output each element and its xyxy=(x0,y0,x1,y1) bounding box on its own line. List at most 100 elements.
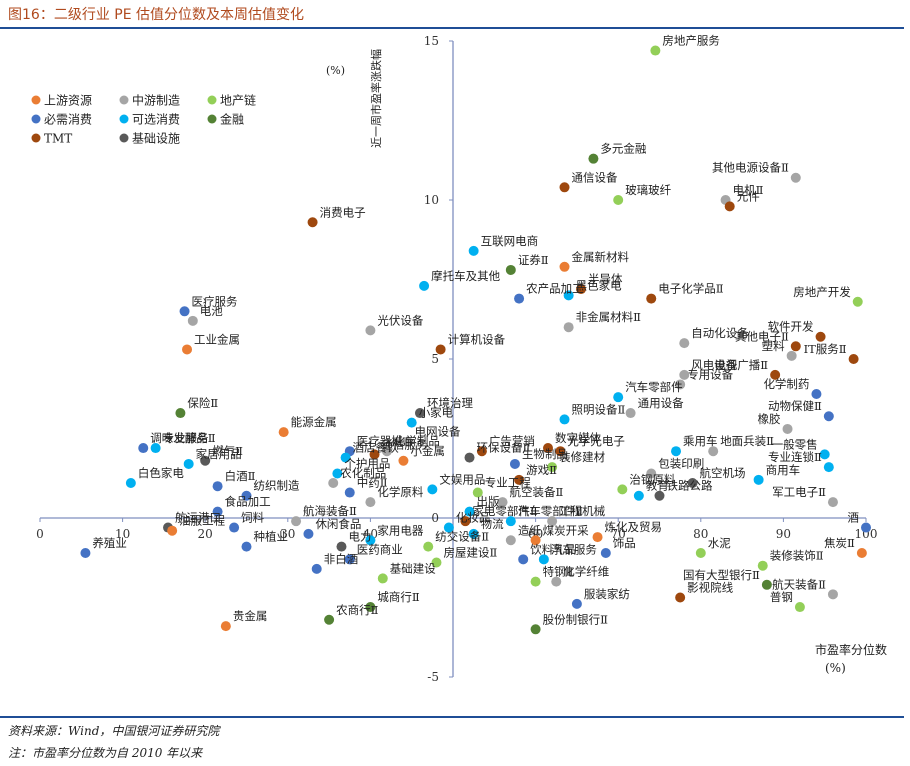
data-label: 煤炭开采 xyxy=(543,523,589,537)
data-label: 照明设备Ⅱ xyxy=(572,402,626,416)
data-point xyxy=(468,245,479,256)
data-point xyxy=(646,468,657,479)
data-label: 消费电子 xyxy=(320,205,366,219)
data-label: 化学制品 xyxy=(394,434,440,448)
x-axis-unit: (%) xyxy=(825,661,846,675)
legend-label: 必需消费 xyxy=(44,113,92,127)
data-label: 专业连锁Ⅱ xyxy=(768,450,822,464)
data-point xyxy=(472,487,483,498)
data-label: 房地产服务 xyxy=(662,34,720,48)
data-point xyxy=(311,563,322,574)
data-point xyxy=(559,261,570,272)
data-label: 城商行Ⅱ xyxy=(377,590,419,604)
data-point xyxy=(406,417,417,428)
data-point xyxy=(307,217,318,228)
data-point xyxy=(220,621,231,632)
data-point xyxy=(782,423,793,434)
data-label: 乘用车 xyxy=(683,434,718,448)
data-label: 电机Ⅱ xyxy=(733,183,764,197)
data-point xyxy=(365,535,376,546)
data-label: 饮料乳品 xyxy=(530,542,576,556)
data-point xyxy=(819,449,830,460)
data-point xyxy=(443,522,454,533)
data-point xyxy=(555,446,566,457)
data-label: 通用设备 xyxy=(638,396,684,410)
data-label: 家用电器 xyxy=(377,523,423,537)
data-point xyxy=(559,182,570,193)
bottom-rule xyxy=(0,716,904,718)
data-label: 摩托车及其他 xyxy=(431,269,500,283)
data-label: 股份制银行Ⅱ xyxy=(543,612,608,626)
legend-marker xyxy=(207,114,217,124)
data-label: 非白酒 xyxy=(324,552,359,566)
data-point xyxy=(476,446,487,457)
data-label: 房地产开发 xyxy=(793,285,851,299)
data-label: 军工电子Ⅱ xyxy=(772,485,826,499)
data-point xyxy=(815,331,826,342)
data-label: 饲料 xyxy=(241,511,264,525)
data-point xyxy=(530,535,541,546)
y-tick-label: -5 xyxy=(427,670,439,684)
top-rule xyxy=(0,27,904,29)
data-point xyxy=(650,45,661,56)
legend-marker xyxy=(31,114,41,124)
data-point xyxy=(600,547,611,558)
data-point xyxy=(125,478,136,489)
data-label: 汽车零部件Ⅱ xyxy=(518,504,583,518)
data-point xyxy=(324,614,335,625)
data-point xyxy=(547,462,558,473)
data-point xyxy=(559,414,570,425)
data-point xyxy=(464,506,475,517)
data-point xyxy=(419,280,430,291)
data-point xyxy=(150,443,161,454)
data-label: 互联网电商 xyxy=(481,234,539,248)
data-label: 风电设备 xyxy=(691,358,737,372)
data-point xyxy=(369,449,380,460)
data-point xyxy=(811,388,822,399)
data-label: 中药Ⅱ xyxy=(357,476,388,490)
legend-marker xyxy=(31,133,41,143)
data-point xyxy=(551,576,562,587)
data-label: 通信服务 xyxy=(382,437,428,451)
data-point xyxy=(633,490,644,501)
data-point xyxy=(790,172,801,183)
data-label: 特钢Ⅱ xyxy=(543,565,574,579)
data-point xyxy=(588,153,599,164)
data-point xyxy=(187,315,198,326)
data-point xyxy=(468,528,479,539)
x-tick-label: 80 xyxy=(693,527,708,541)
data-point xyxy=(518,554,529,565)
data-label: 装修装饰Ⅱ xyxy=(770,549,824,563)
data-label: 汽车零部件 xyxy=(625,380,683,394)
data-point xyxy=(80,547,91,558)
data-point xyxy=(757,560,768,571)
data-point xyxy=(563,290,574,301)
data-label: 饰品 xyxy=(613,536,636,550)
legend-label: 基础设施 xyxy=(132,132,180,146)
data-label: 治钢原料 xyxy=(629,472,675,486)
data-point xyxy=(675,592,686,603)
data-point xyxy=(671,446,682,457)
data-label: 休闲食品 xyxy=(315,517,361,531)
x-tick-label: 30 xyxy=(280,527,295,541)
data-label: 医疗器械 xyxy=(357,434,403,448)
y-axis-unit: (%) xyxy=(326,64,345,77)
data-label: 证券Ⅱ xyxy=(518,253,549,267)
data-point xyxy=(377,573,388,584)
data-label: 医药商业 xyxy=(357,542,403,556)
data-point xyxy=(852,296,863,307)
data-label: 专业工程 xyxy=(485,476,531,490)
legend-marker xyxy=(119,95,129,105)
data-point xyxy=(200,455,211,466)
legend-label: TMT xyxy=(44,132,72,146)
data-point xyxy=(724,201,735,212)
data-label: 环境治理 xyxy=(427,396,473,410)
data-label: 航海装备Ⅱ xyxy=(303,504,357,518)
x-axis-label: 市盈率分位数 xyxy=(815,642,887,657)
data-point xyxy=(571,598,582,609)
y-tick-label: 5 xyxy=(431,352,439,366)
data-label: 纺交设备Ⅱ xyxy=(435,530,489,544)
data-label: 酒店餐饮 xyxy=(353,441,399,455)
